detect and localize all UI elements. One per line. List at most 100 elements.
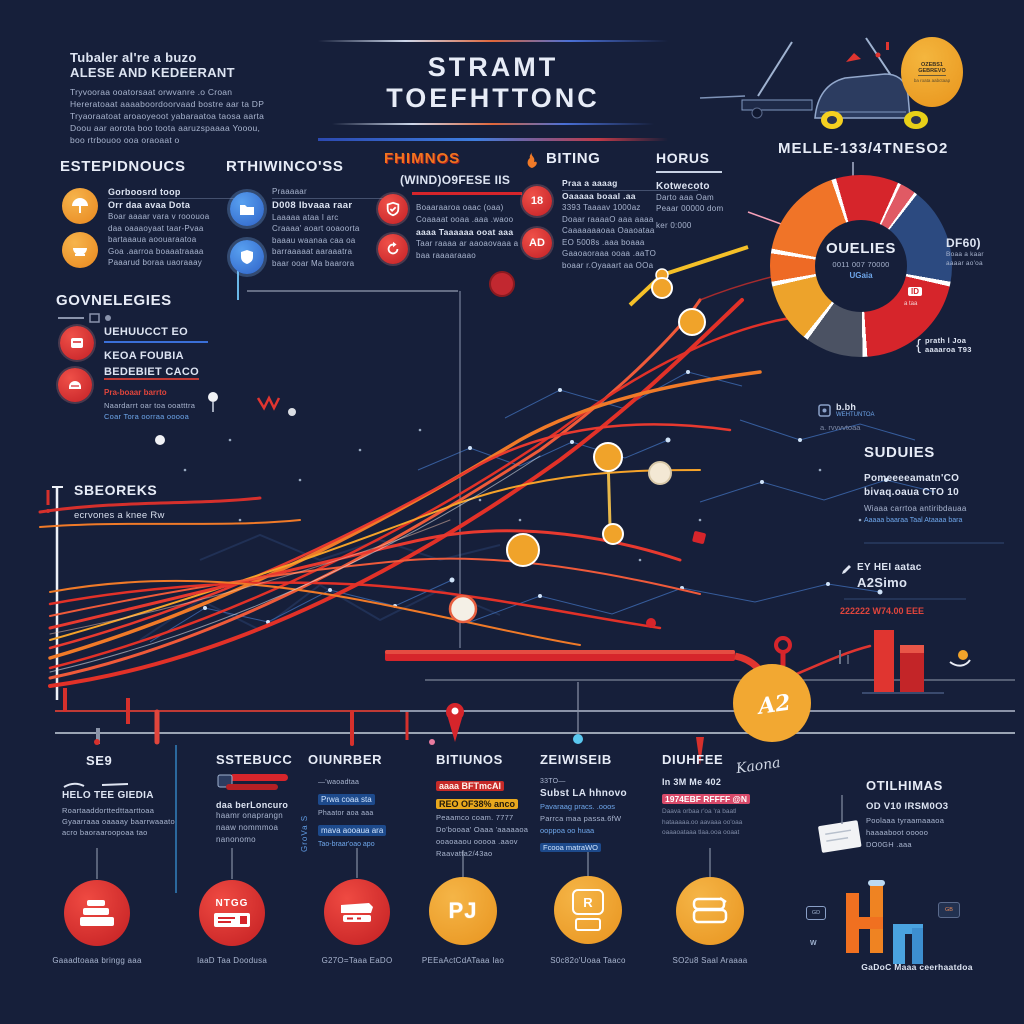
section-lines: Gorboosrd toop Orr daa avaa Dota Boar aa… — [108, 186, 236, 269]
badge-base — [575, 918, 601, 931]
intro-line: Doou aar aorota boo toota aaruzspaaaa Yo… — [70, 123, 261, 133]
section-heading: FHIMNOS — [384, 150, 461, 167]
badge-line: GEBREVO — [918, 67, 946, 76]
line: Paaarud boraa uaoraaay — [108, 258, 203, 267]
line: Kotwecoto — [656, 181, 710, 192]
sign-label: EY HEI aatac — [857, 562, 922, 573]
section-lines: Praa a aaaag Oaaaaa boaal .aa 3393 Taaaa… — [562, 178, 698, 271]
bold-line: HELO TEE GIEDIA — [62, 790, 154, 801]
pj-monogram-icon: PJ — [429, 877, 497, 945]
donut-center-labels: OUELIES 0011 007 70000 UGaia — [801, 240, 921, 280]
intro-line: Hereratoaat aaaaboordoorvaad bostre aar … — [70, 99, 265, 109]
line: OD V10 IRSM0O3 — [866, 801, 949, 812]
outcomes-panel: OTILHIMAS OD V10 IRSM0O3 Poolaaa tyraama… — [866, 778, 1016, 851]
line: oaaaoataaa tlaa.ooa ooaat — [662, 829, 740, 836]
label-line: aaaaroa T93 — [925, 345, 972, 354]
governance-text: UEHUUCCT EO KEOA FOUBIA BEDEBIET CACO Pr… — [104, 326, 254, 422]
vehicle-illustration — [699, 37, 928, 129]
line: Coaaaat ooaa .aaa .waoo — [416, 215, 514, 224]
line: Phaator aoa aaa — [318, 810, 374, 817]
line: Caaaaaaaoaa Oaaoataa — [562, 226, 655, 235]
line: Naardarrt oar toa ooatttra — [104, 401, 196, 410]
section-govnelegies: GOVNELEGIES UEHUUCCT EO KEOA FOUBIA BEDE… — [56, 292, 208, 421]
governance-bold: BEDEBIET CACO — [104, 366, 199, 380]
line: Orr daa avaa Dota — [108, 200, 191, 210]
line: —'waoadtaa — [318, 779, 360, 786]
icon-text: R — [572, 889, 604, 915]
line: Tao-braar'oao apo — [318, 841, 375, 848]
line: EO 5008s .aaa boaaa — [562, 237, 645, 247]
divider — [864, 542, 1004, 544]
line: Poolaaa tyraamaaaoa — [866, 816, 945, 825]
line: Pomeeeeamatn'CO — [864, 473, 960, 484]
line: Do'booaa' Oaaa 'aaaaaoa — [436, 825, 529, 834]
bottom-col-diuhfee: In 3M Me 402 1974EBF RFFFF @N Daava orba… — [662, 776, 788, 839]
line: Aaaaa baaraa Taal Ataaaa bara — [864, 517, 963, 524]
logo-letters — [846, 880, 923, 964]
line: haamr onaprangn — [216, 811, 283, 820]
blue-dot-marker — [573, 734, 583, 744]
line: Wiaaa carrtoa antiribdauaa — [864, 504, 967, 513]
pin-panel: b.bh WEHTUNTOA a. rvvvvtoaa — [818, 402, 875, 432]
section-heading: ESTEPIDNOUCS — [60, 158, 186, 175]
icon-caption: Gaaadtoaaa bringg aaa — [52, 956, 142, 965]
bottom-heading-se9: SE9 — [86, 753, 113, 768]
pin-label: b.bh — [836, 402, 857, 412]
pin-sub: WEHTUNTOA — [836, 412, 875, 418]
badge-line: OZEBS1 — [920, 61, 943, 68]
network-nodes — [155, 271, 792, 666]
r-badge-icon: R — [554, 876, 622, 944]
line: Doaar raaaaO aaa aaaa — [562, 214, 654, 224]
age-badge: 18 — [522, 186, 552, 216]
vertical-label: GroVa S — [300, 814, 309, 852]
section-estepidnoucs: ESTEPIDNOUCS Gorboosrd toop Orr daa avaa… — [60, 158, 236, 268]
line: Prwa coaa sta — [318, 794, 375, 805]
red-progress-bar — [385, 650, 772, 686]
line: naaw nommmoa — [216, 823, 279, 832]
flag-icon — [846, 53, 861, 62]
icon-caption: S0c82o'Uoaa Taaco — [550, 956, 626, 965]
line: hataaaaa.oo aavaaa oo'oaa — [662, 818, 743, 826]
bottom-heading-zeiwiseib: ZEIWISEIB — [540, 752, 612, 767]
pencil-icon — [842, 565, 851, 574]
line: baaau waanaa caa oa — [272, 235, 356, 245]
signature-panel: EY HEI aatac A2Simo 222222 W74.00 EEE — [840, 562, 966, 616]
line: 1974EBF RFFFF @N — [662, 794, 750, 804]
gd-chip: GD — [806, 906, 826, 920]
donut-heading: MELLE-133/4TNESO2 — [778, 140, 949, 157]
title-rule-mid — [332, 123, 654, 125]
line: aaaa BFTmcAl — [436, 781, 505, 791]
line: daa oaaaoyaat taar-Pvaa — [108, 223, 204, 233]
line: Craaaa' aoart ooaoorta — [272, 224, 360, 233]
line: bivaq.oaua CTO 10 — [864, 487, 959, 498]
bottom-col-zeiwiseib: 33TO— Subst LA hhnovo Pavaraag pracs. .o… — [540, 776, 666, 855]
heading-underline — [656, 171, 722, 173]
red-bars-icon — [217, 774, 288, 790]
yellow-hub-node: A2 — [733, 664, 811, 742]
title-block: STRAMT TOEFHTTONC — [318, 40, 668, 141]
icon-text: NTGG — [215, 898, 249, 909]
line: Pavaraag pracs. .ooos — [540, 802, 616, 811]
bottom-heading-oiunrber: OIUNRBER — [308, 752, 383, 767]
svg-text:A2: A2 — [755, 690, 793, 721]
bottom-heading-diuhfee: DIUHFEE — [662, 752, 724, 767]
title-rule-bottom — [318, 138, 668, 141]
helmet-icon — [58, 368, 92, 402]
intro-heading-1: Tubaler al're a buzo — [70, 50, 197, 65]
line: Peaar 00000 dom — [656, 204, 724, 213]
line: DO0GH .aaa — [866, 840, 912, 849]
bottom-heading-sstebucc: SSTEBUCC — [216, 752, 293, 767]
ad-badge: AD — [522, 228, 552, 258]
bottom-col-bitiunos: aaaa BFTmcAl REO OF38% anco Peaamco coam… — [436, 776, 562, 860]
folder-icon — [230, 192, 264, 226]
sign-name: A2Simo — [857, 575, 908, 590]
title-rule-top — [318, 40, 668, 42]
page-title: STRAMT TOEFHTTONC — [386, 52, 600, 113]
line: Goa .aarroa boaaatraaaa — [108, 246, 204, 256]
donut-center-link: UGaia — [849, 271, 873, 280]
shield-icon — [230, 240, 264, 274]
section-heading: GOVNELEGIES — [56, 292, 172, 309]
amber-badge: OZEBS1 GEBREVO ba roata aabctaap — [901, 37, 963, 107]
